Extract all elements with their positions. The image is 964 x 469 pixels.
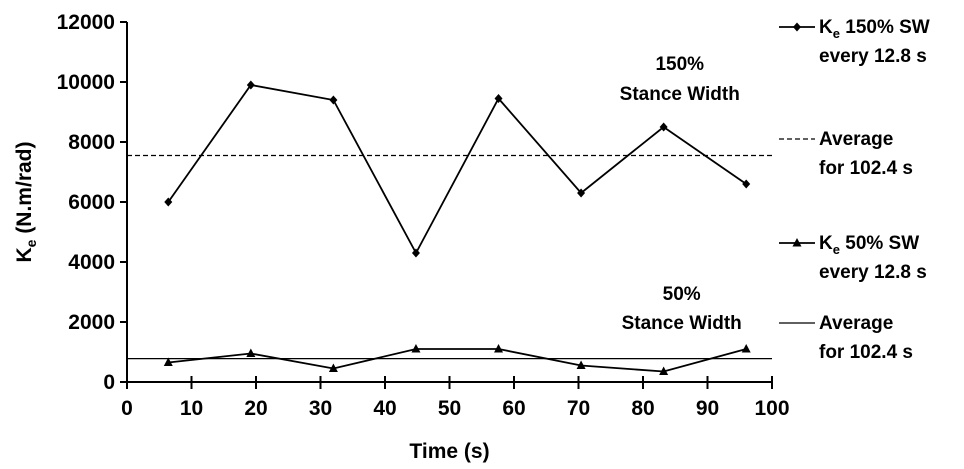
y-tick-label: 12000 <box>57 11 115 34</box>
legend-label-k150: Ke 150% SW <box>819 17 930 41</box>
x-tick-label: 90 <box>696 397 719 420</box>
x-tick-label: 20 <box>244 397 267 420</box>
data-point-k150 <box>494 94 503 103</box>
x-tick-label: 70 <box>567 397 590 420</box>
series-layer <box>127 80 772 375</box>
legend-label-k50-line2: every 12.8 s <box>819 262 927 283</box>
x-axis-title: Time (s) <box>409 440 489 463</box>
data-point-k50 <box>659 366 669 375</box>
annotations: 150% Stance Width 50% Stance Width <box>620 54 742 334</box>
y-tick-label: 4000 <box>68 251 115 274</box>
annotation-ann50-line1: 50% <box>663 284 701 305</box>
data-point-k150 <box>246 80 255 90</box>
legend-marker-k150 <box>793 22 801 32</box>
legend-label-sub: e <box>833 242 840 257</box>
data-point-k150 <box>742 179 751 189</box>
data-point-k50 <box>411 344 421 353</box>
x-tick-label: 10 <box>180 397 203 420</box>
annotation-ann50-line2: Stance Width <box>622 313 742 334</box>
legend: Ke 150% SW every 12.8 s Average for 102.4 s… <box>779 17 930 363</box>
x-tick-label: 60 <box>502 397 525 420</box>
y-axis-title: Ke (N.m/rad) <box>13 142 39 263</box>
legend-label-sub: e <box>833 26 840 41</box>
x-tick-label: 50 <box>438 397 461 420</box>
x-tick-label: 100 <box>754 397 789 420</box>
x-tick-label: 80 <box>631 397 654 420</box>
data-point-k150 <box>659 122 668 132</box>
x-tick-label: 0 <box>121 397 133 420</box>
x-tick-label: 40 <box>373 397 396 420</box>
legend-label-avg50-line2: for 102.4 s <box>819 342 913 363</box>
legend-label-main: Average <box>819 313 893 334</box>
y-axis-title-main: K <box>13 247 36 262</box>
ticks: 0 2000 4000 6000 8000 10000 12000 0 10 20 30 40 50 60… <box>57 11 790 420</box>
data-point-k50 <box>576 360 586 369</box>
legend-label-rest: 50% SW <box>840 233 919 254</box>
y-axis-title-sub: e <box>23 239 39 247</box>
legend-label-k50: Ke 50% SW <box>819 233 919 257</box>
legend-label-main: K <box>819 233 833 254</box>
legend-label-k150-line2: every 12.8 s <box>819 46 927 67</box>
data-point-k50 <box>741 344 751 353</box>
series-line-k150 <box>167 84 747 255</box>
legend-label-main: Average <box>819 129 893 150</box>
data-point-k50 <box>163 357 173 366</box>
data-point-k150 <box>577 188 586 198</box>
y-tick-label: 10000 <box>57 71 115 94</box>
x-tick-label: 30 <box>309 397 332 420</box>
legend-marker-k50 <box>792 238 802 247</box>
legend-label-avg150: Average <box>819 129 893 150</box>
data-point-k50 <box>246 348 256 357</box>
legend-label-avg150-line2: for 102.4 s <box>819 158 913 179</box>
legend-label-rest: 150% SW <box>840 17 930 38</box>
y-tick-label: 0 <box>103 371 115 394</box>
annotation-ann150-line2: Stance Width <box>620 84 740 105</box>
y-tick-label: 6000 <box>68 191 115 214</box>
y-tick-label: 2000 <box>68 311 115 334</box>
data-point-k50 <box>328 363 338 372</box>
series-line-k50 <box>168 348 747 373</box>
data-point-k50 <box>494 344 504 353</box>
legend-label-main: K <box>819 17 833 38</box>
y-tick-label: 8000 <box>68 131 115 154</box>
annotation-ann150-line1: 150% <box>655 54 704 75</box>
y-axis-title-unit: (N.m/rad) <box>13 142 36 240</box>
data-point-k150 <box>329 95 338 105</box>
data-point-k150 <box>164 197 173 207</box>
legend-label-avg50: Average <box>819 313 893 334</box>
data-point-k150 <box>411 248 420 258</box>
axis-titles: Time (s) Ke (N.m/rad) <box>13 142 490 463</box>
